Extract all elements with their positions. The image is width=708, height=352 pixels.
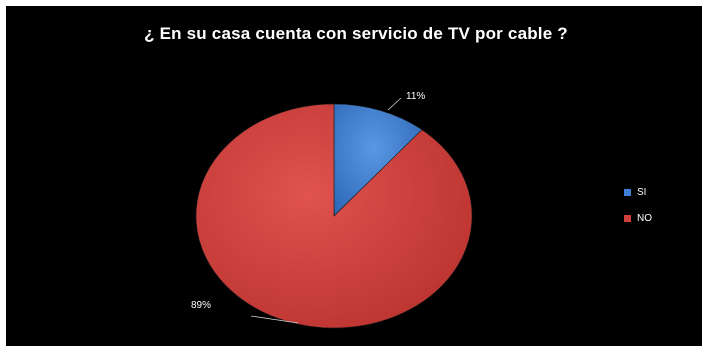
legend-swatch-no	[624, 214, 631, 222]
data-label-si: 11%	[406, 91, 425, 102]
chart-title: ¿ En su casa cuenta con servicio de TV p…	[144, 24, 568, 43]
legend-label-no: NO	[637, 212, 652, 224]
data-label-no: 89%	[191, 300, 211, 311]
legend-swatch-si	[624, 188, 631, 196]
pie-slice-no	[195, 103, 473, 329]
pie-chart: 11% 89%	[191, 91, 473, 329]
chart-area: ¿ En su casa cuenta con servicio de TV p…	[6, 6, 702, 346]
legend: SI NO	[624, 182, 694, 234]
legend-item-si: SI	[624, 182, 694, 202]
leader-line-no	[250, 315, 299, 324]
legend-label-si: SI	[637, 186, 647, 198]
leader-line-si	[387, 97, 402, 111]
legend-item-no: NO	[624, 208, 694, 228]
pie-slice-si	[333, 103, 423, 217]
